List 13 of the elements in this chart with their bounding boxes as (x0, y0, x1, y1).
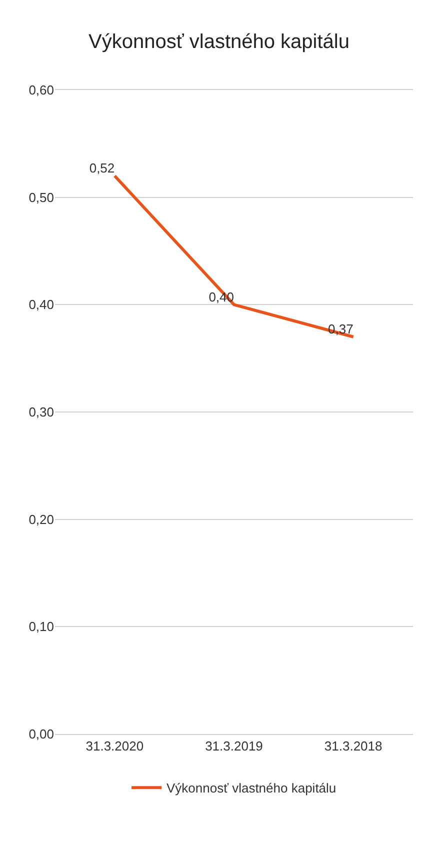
x-tick-label: 31.3.2018 (324, 738, 382, 754)
y-tick-label: 0,40 (28, 297, 54, 312)
chart-title: Výkonnosť vlastného kapitálu (88, 30, 350, 53)
x-tick-label: 31.3.2019 (205, 738, 263, 754)
x-tick-label: 31.3.2020 (86, 738, 144, 754)
data-label: 0,52 (89, 160, 115, 176)
legend-label: Výkonnosť vlastného kapitálu (166, 780, 336, 796)
y-tick-label: 0,50 (28, 190, 54, 205)
y-tick-label: 0,10 (28, 619, 54, 634)
y-tick-label: 0,30 (28, 404, 54, 420)
y-tick-label: 0,60 (28, 82, 54, 98)
y-tick-label: 0,20 (28, 512, 54, 527)
y-tick-label: 0,00 (28, 726, 54, 742)
